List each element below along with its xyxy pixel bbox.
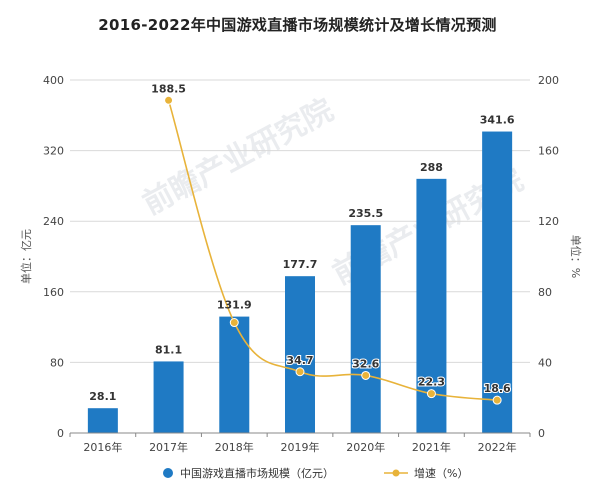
y-tick-label: 160: [43, 286, 64, 299]
y2-tick-label: 120: [538, 215, 559, 228]
line-point: [229, 318, 239, 328]
x-tick-label: 2018年: [215, 440, 254, 454]
legend: 中国游戏直播市场规模（亿元） 增速（%）: [163, 466, 468, 480]
x-tick-label: 2021年: [412, 440, 451, 454]
legend-bar-marker: [163, 468, 173, 478]
axes: 0 80 160 240 320 400 0 40 80 120 160 200 2016年 2017年 2…: [19, 74, 583, 454]
growth-line: [167, 100, 498, 401]
line-point: [164, 95, 174, 105]
bar-series: [87, 131, 513, 433]
line-point: [361, 370, 371, 380]
bar-value-label: 28.1: [89, 390, 116, 403]
line-series: [164, 95, 502, 405]
x-tick-label: 2022年: [478, 440, 517, 454]
bar: [482, 131, 513, 433]
y2-tick-label: 80: [538, 286, 552, 299]
line-point: [295, 367, 305, 377]
x-tick-label: 2016年: [83, 440, 122, 454]
line-value-label: 188.5: [151, 82, 186, 95]
y2-tick-label: 40: [538, 356, 552, 369]
legend-line-dot: [392, 469, 400, 477]
bar-value-label: 288: [420, 161, 443, 174]
bar: [153, 361, 184, 433]
y2-axis-label: 单位：%: [569, 235, 583, 278]
y-axis-label: 单位：亿元: [19, 229, 33, 284]
y-tick-label: 400: [43, 74, 64, 87]
bar: [219, 316, 250, 433]
y-tick-label: 320: [43, 145, 64, 158]
y-tick-label: 0: [57, 427, 64, 440]
y-tick-label: 240: [43, 215, 64, 228]
y2-tick-label: 200: [538, 74, 559, 87]
bar-value-label: 341.6: [480, 114, 515, 127]
bar: [285, 276, 315, 433]
line-value-label: 22.3: [418, 376, 445, 389]
data-labels: 28.1 81.1 131.9 177.7 235.5 288 341.6 188.5 34.7…: [89, 81, 515, 403]
x-tick-label: 2017年: [149, 440, 188, 454]
chart-title: 2016-2022年中国游戏直播市场规模统计及增长情况预测: [98, 16, 497, 34]
watermark-text: 前瞻产业研究院: [137, 93, 339, 222]
watermark-layer: 前瞻产业研究院前瞻产业研究院: [137, 93, 529, 292]
y2-tick-label: 160: [538, 145, 559, 158]
bar: [87, 408, 118, 433]
line-value-label: 34.7: [286, 354, 313, 367]
x-tick-label: 2020年: [346, 440, 385, 454]
bar-value-label: 177.7: [283, 258, 318, 271]
bar-value-label: 235.5: [348, 207, 383, 220]
legend-bar-label: 中国游戏直播市场规模（亿元）: [180, 466, 334, 480]
line-value-label: 32.6: [352, 357, 379, 370]
bar: [350, 225, 381, 433]
y2-tick-label: 0: [538, 427, 545, 440]
y-tick-label: 80: [50, 356, 64, 369]
legend-line-label: 增速（%）: [414, 466, 468, 480]
x-tick-label: 2019年: [281, 440, 320, 454]
line-value-label: 18.6: [484, 382, 511, 395]
bar-value-label: 131.9: [217, 299, 252, 312]
line-point: [492, 395, 502, 405]
bar-value-label: 81.1: [155, 343, 182, 356]
line-point: [426, 389, 436, 399]
